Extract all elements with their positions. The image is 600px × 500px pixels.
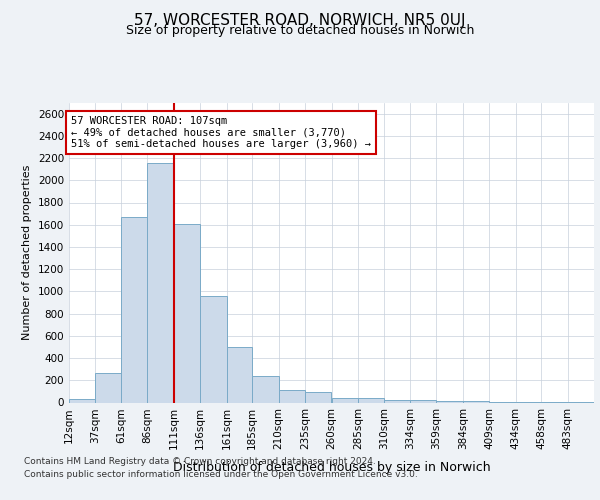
Bar	[200, 296, 227, 403]
Y-axis label: Number of detached properties: Number of detached properties	[22, 165, 32, 340]
X-axis label: Distribution of detached houses by size in Norwich: Distribution of detached houses by size …	[173, 460, 490, 473]
Bar	[385, 400, 410, 402]
Text: Contains HM Land Registry data © Crown copyright and database right 2024.: Contains HM Land Registry data © Crown c…	[24, 458, 376, 466]
Text: 57, WORCESTER ROAD, NORWICH, NR5 0UJ: 57, WORCESTER ROAD, NORWICH, NR5 0UJ	[134, 12, 466, 28]
Bar	[95, 372, 121, 402]
Bar	[278, 390, 305, 402]
Bar	[410, 400, 436, 402]
Bar	[69, 399, 95, 402]
Bar	[148, 162, 174, 402]
Text: Size of property relative to detached houses in Norwich: Size of property relative to detached ho…	[126, 24, 474, 37]
Text: 57 WORCESTER ROAD: 107sqm
← 49% of detached houses are smaller (3,770)
51% of se: 57 WORCESTER ROAD: 107sqm ← 49% of detac…	[71, 116, 371, 149]
Bar	[331, 398, 358, 402]
Bar	[305, 392, 331, 402]
Bar	[174, 224, 200, 402]
Bar	[227, 347, 252, 403]
Text: Contains public sector information licensed under the Open Government Licence v3: Contains public sector information licen…	[24, 470, 418, 479]
Bar	[121, 217, 148, 402]
Bar	[358, 398, 385, 402]
Bar	[252, 376, 278, 402]
